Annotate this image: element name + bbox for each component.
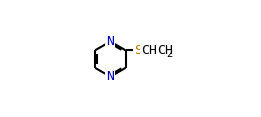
Text: CH: CH <box>141 44 158 57</box>
Text: N: N <box>106 35 114 48</box>
Text: CH: CH <box>157 44 173 57</box>
Text: 2: 2 <box>167 49 173 59</box>
Text: S: S <box>134 44 142 57</box>
Text: N: N <box>106 70 114 83</box>
